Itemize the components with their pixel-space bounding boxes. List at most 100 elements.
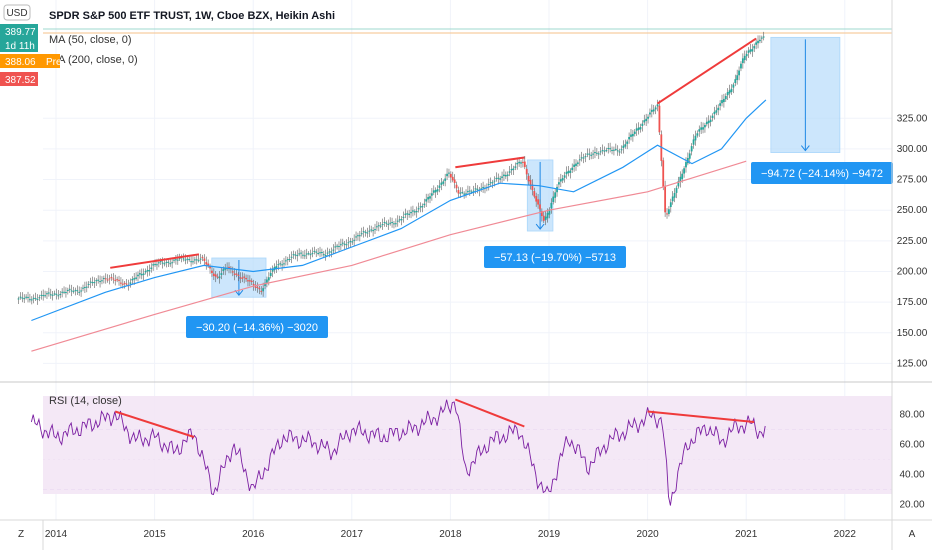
candle-body <box>106 279 109 281</box>
countdown-value: 1d 11h <box>5 41 35 52</box>
candle-body <box>27 296 29 298</box>
candle-body <box>72 291 75 293</box>
price-tick-label: 225.00 <box>897 236 928 247</box>
candle-body <box>594 152 596 154</box>
candle-body <box>419 206 422 208</box>
candle-body <box>417 208 420 210</box>
candle-body <box>561 178 564 181</box>
candle-body <box>453 179 456 183</box>
candle-body <box>32 297 35 299</box>
candle-body <box>666 213 668 215</box>
candle-body <box>239 277 242 279</box>
candle-body <box>618 151 621 153</box>
candle-body <box>467 191 469 193</box>
candle-body <box>569 170 572 173</box>
time-tick-label: 2017 <box>341 529 364 540</box>
candle-body <box>751 49 754 52</box>
candle-body <box>700 127 703 130</box>
candle-body <box>247 280 249 282</box>
candle-body <box>605 150 608 152</box>
candle-body <box>698 129 701 132</box>
candle-body <box>410 211 412 214</box>
candle-body <box>696 133 699 136</box>
candle-body <box>118 279 120 281</box>
candle-body <box>613 149 615 151</box>
candle-body <box>740 63 742 69</box>
candle-body <box>542 215 545 221</box>
candle-body <box>224 267 227 270</box>
timezone-icon[interactable]: Z <box>18 529 24 540</box>
candle-body <box>330 251 333 253</box>
candle-body <box>102 278 105 280</box>
rsi-tick-label: 60.00 <box>899 440 924 451</box>
candle-body <box>321 251 323 253</box>
candle-body <box>311 252 314 254</box>
ma200-legend[interactable]: MA (200, close, 0) <box>49 54 138 66</box>
candle-body <box>296 255 299 257</box>
candle-body <box>480 188 483 190</box>
candle-body <box>269 272 272 276</box>
candle-body <box>609 148 612 150</box>
candle-body <box>294 254 297 256</box>
candle-body <box>302 254 304 256</box>
candle-body <box>188 259 191 261</box>
candle-body <box>326 252 329 254</box>
candle-body <box>474 188 477 190</box>
rsi-axis[interactable]: 20.00 40.00 60.00 80.00 <box>899 410 924 511</box>
candle-body <box>514 166 517 168</box>
candle-body <box>425 199 428 202</box>
candle-body <box>25 296 28 298</box>
candle-body <box>114 279 117 281</box>
measure-labels: −30.20 (−14.36%) −3020 −57.13 (−19.70%) −… <box>186 162 893 338</box>
rsi-tick-label: 20.00 <box>899 500 924 511</box>
candle-body <box>576 162 579 164</box>
candle-body <box>93 282 96 284</box>
candle-body <box>82 287 84 289</box>
candle-body <box>51 294 54 296</box>
candle-body <box>590 154 593 156</box>
candle-body <box>47 292 50 294</box>
trend-line <box>110 253 200 269</box>
candle-body <box>59 294 62 296</box>
candle-body <box>461 192 464 194</box>
candle-body <box>707 120 710 124</box>
candle-body <box>631 133 634 137</box>
candle-body <box>157 262 160 264</box>
candle-body <box>690 146 693 152</box>
candle-body <box>290 256 293 258</box>
candle-body <box>575 163 577 166</box>
candle-body <box>271 268 274 272</box>
candle-body <box>457 190 460 194</box>
candle-body <box>161 262 164 264</box>
candle-body <box>283 263 285 265</box>
candle-body <box>584 156 587 158</box>
candle-body <box>137 274 139 277</box>
candle-body <box>201 256 204 258</box>
ma50-legend[interactable]: MA (50, close, 0) <box>49 34 132 46</box>
candle-body <box>142 273 145 275</box>
candle-body <box>668 209 670 214</box>
candle-body <box>567 170 570 174</box>
candle-body <box>322 254 325 256</box>
candle-body <box>451 176 454 181</box>
candle-body <box>444 178 447 181</box>
candle-body <box>546 212 549 219</box>
candle-body <box>97 279 100 281</box>
candle-body <box>121 283 124 285</box>
price-axis[interactable]: 125.00 150.00 175.00 200.00 225.00 250.00 275.… <box>897 113 928 369</box>
indicator-lines <box>30 99 767 506</box>
candle-body <box>599 151 602 153</box>
candle-body <box>675 187 678 193</box>
currency-badge[interactable] <box>3 4 31 21</box>
measure-label-text: −94.72 (−24.14%) −9472 <box>761 168 883 180</box>
candle-body <box>508 171 511 173</box>
rsi-legend[interactable]: RSI (14, close) <box>49 395 122 407</box>
candle-body <box>83 287 86 289</box>
candle-body <box>525 168 528 175</box>
auto-scale-icon[interactable]: A <box>909 529 916 540</box>
time-axis[interactable]: 2014 2015 2016 2017 2018 2019 2020 2021 2022 <box>45 529 856 540</box>
candle-body <box>184 259 187 261</box>
candle-body <box>159 261 162 263</box>
candle-body <box>368 230 371 232</box>
